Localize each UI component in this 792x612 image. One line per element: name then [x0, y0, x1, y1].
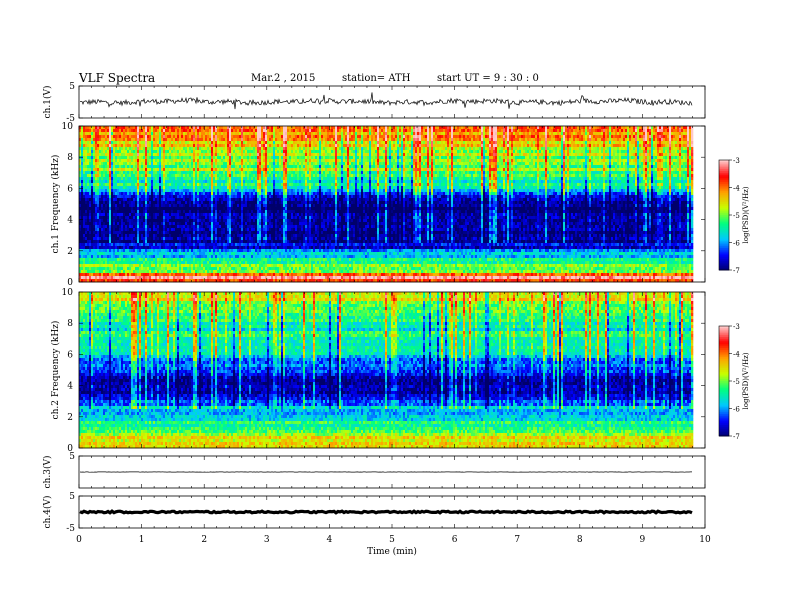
x-tick-label: 6 — [452, 535, 458, 545]
x-tick-label: 0 — [76, 535, 82, 545]
ch1_spectrogram-colorbar-label: log(PSD)(V²/Hz) — [742, 186, 750, 243]
ch1_spectrogram-colorbar-tick-label: -6 — [733, 240, 740, 248]
ch2_spectrogram-ytick-label: 6 — [67, 350, 73, 360]
ch2_spectrogram-ytick-label: 8 — [67, 319, 73, 329]
ch3-ytick-label: 5 — [69, 452, 75, 462]
ch1_spectrogram-ytick-label: 10 — [62, 122, 74, 132]
ch1_spectrogram-ytick-label: 0 — [67, 278, 73, 288]
x-tick-label: 4 — [327, 535, 333, 545]
ch2_spectrogram-colorbar-tick-label: -3 — [733, 323, 740, 331]
ch2_spectrogram-colorbar-tick-label: -5 — [733, 378, 740, 386]
ch1_spectrogram-colorbar-tick-label: -7 — [733, 267, 740, 275]
ch2_spectrogram-ytick-label: 4 — [67, 382, 73, 392]
x-tick-label: 10 — [699, 535, 711, 545]
ch1_spectrogram-ytick-label: 8 — [67, 153, 73, 163]
x-tick-label: 2 — [201, 535, 207, 545]
x-axis-label: Time (min) — [367, 546, 417, 557]
ch3-ylabel: ch.3(V) — [42, 456, 53, 489]
x-tick-label: 7 — [514, 535, 520, 545]
ch4-ylabel: ch.4(V) — [42, 496, 53, 529]
ch2_spectrogram-ylabel: ch.2 Frequency (kHz) — [50, 321, 61, 420]
ch2_spectrogram-heatmap — [79, 292, 693, 448]
ch2_spectrogram-colorbar-tick-label: -6 — [733, 406, 740, 414]
x-tick-label: 9 — [640, 535, 646, 545]
x-tick-label: 3 — [264, 535, 270, 545]
ch1-frame — [79, 86, 705, 118]
ch2_spectrogram-colorbar-label: log(PSD)(V²/Hz) — [742, 352, 750, 409]
x-tick-label: 1 — [139, 535, 145, 545]
ch1_spectrogram-colorbar-tick-label: -4 — [733, 185, 740, 193]
ch4-ytick-label: 5 — [69, 492, 75, 502]
ch1_spectrogram-ytick-label: 6 — [67, 184, 73, 194]
ch1_spectrogram-ylabel: ch.1 Frequency (kHz) — [50, 155, 61, 254]
ch1_spectrogram-colorbar — [719, 160, 729, 271]
ch2_spectrogram-colorbar-tick-label: -7 — [733, 433, 740, 441]
ch2_spectrogram-ytick-label: 2 — [67, 413, 73, 423]
ch4-ytick-label: -5 — [66, 524, 75, 534]
ch2_spectrogram-ytick-label: 10 — [62, 288, 74, 298]
x-tick-label: 8 — [577, 535, 583, 545]
ch2_spectrogram-colorbar-tick-label: -4 — [733, 351, 740, 359]
ch1_spectrogram-heatmap — [79, 126, 693, 282]
ch1-series-line — [80, 92, 692, 109]
ch1_spectrogram-ytick-label: 4 — [67, 216, 73, 226]
ch1_spectrogram-colorbar-tick-label: -3 — [733, 157, 740, 165]
ch1_spectrogram-ytick-label: 2 — [67, 247, 73, 257]
ch2_spectrogram-colorbar — [719, 326, 729, 437]
ch1_spectrogram-colorbar-tick-label: -5 — [733, 212, 740, 220]
ch1-ytick-label: 5 — [69, 82, 75, 92]
x-tick-label: 5 — [389, 535, 395, 545]
ch1-ylabel: ch.1(V) — [42, 86, 53, 119]
ch4-series-line — [80, 511, 692, 513]
